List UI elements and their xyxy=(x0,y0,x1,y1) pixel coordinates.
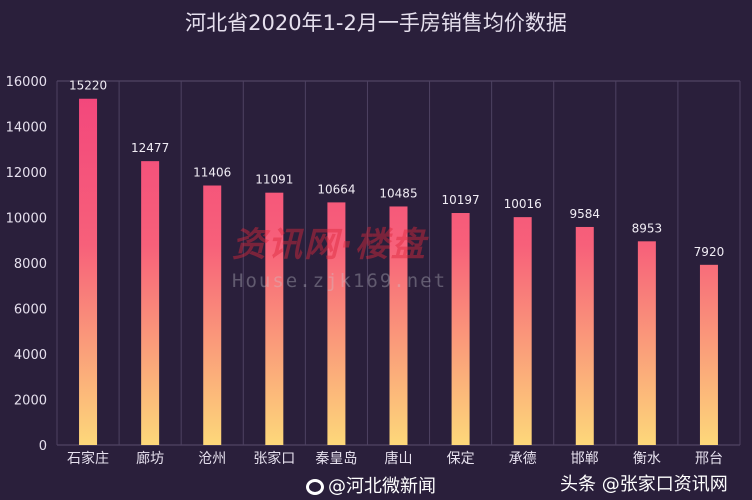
bar xyxy=(389,206,408,445)
chart-title: 河北省2020年1-2月一手房销售均价数据 xyxy=(185,11,567,35)
data-label: 11091 xyxy=(255,173,293,187)
bar xyxy=(575,226,594,445)
data-label: 9584 xyxy=(569,207,600,221)
x-tick-label: 廊坊 xyxy=(136,450,164,467)
data-label: 15220 xyxy=(69,79,107,93)
x-tick-label: 邢台 xyxy=(695,451,723,467)
data-label: 7920 xyxy=(694,245,725,259)
y-tick-label: 6000 xyxy=(14,303,47,318)
data-label: 11406 xyxy=(193,166,231,180)
x-tick-label: 保定 xyxy=(447,451,475,467)
y-tick-label: 10000 xyxy=(6,212,47,227)
x-tick-label: 邯郸 xyxy=(571,451,599,467)
y-tick-label: 12000 xyxy=(6,166,47,181)
bar xyxy=(327,202,346,445)
x-tick-label: 承德 xyxy=(509,451,537,467)
watermark-url: House.zjk169.net xyxy=(232,270,448,292)
bar xyxy=(265,192,284,445)
y-tick-label: 8000 xyxy=(14,257,47,272)
y-tick-label: 4000 xyxy=(14,348,47,363)
weibo-icon xyxy=(306,479,324,495)
data-label: 10664 xyxy=(317,182,355,196)
x-tick-label: 石家庄 xyxy=(67,450,109,467)
data-label: 12477 xyxy=(131,141,169,155)
weibo-label: @河北微新闻 xyxy=(328,476,436,497)
data-label: 10197 xyxy=(441,193,479,207)
data-label: 8953 xyxy=(632,221,663,235)
x-tick-label: 张家口 xyxy=(253,450,295,467)
bar xyxy=(203,185,222,446)
x-tick-label: 沧州 xyxy=(198,450,226,467)
y-tick-label: 0 xyxy=(39,439,47,454)
x-tick-label: 衡水 xyxy=(633,451,661,467)
x-tick-label: 唐山 xyxy=(385,450,413,467)
bar xyxy=(79,98,98,446)
y-tick-label: 2000 xyxy=(14,394,47,409)
toutiao-credit: 头条 @张家口资讯网 xyxy=(560,474,728,495)
bar xyxy=(513,217,532,445)
data-label: 10016 xyxy=(504,197,542,211)
y-tick-label: 16000 xyxy=(6,75,47,90)
weibo-credit: @河北微新闻 xyxy=(306,476,436,498)
bar xyxy=(637,241,656,445)
x-tick-label: 秦皇岛 xyxy=(315,451,357,467)
bar xyxy=(451,213,470,445)
y-tick-label: 14000 xyxy=(6,121,47,136)
bar xyxy=(699,264,718,445)
data-label: 10485 xyxy=(379,186,417,200)
bar xyxy=(141,161,160,445)
watermark-logo: 资讯网·楼盘 xyxy=(232,225,427,265)
